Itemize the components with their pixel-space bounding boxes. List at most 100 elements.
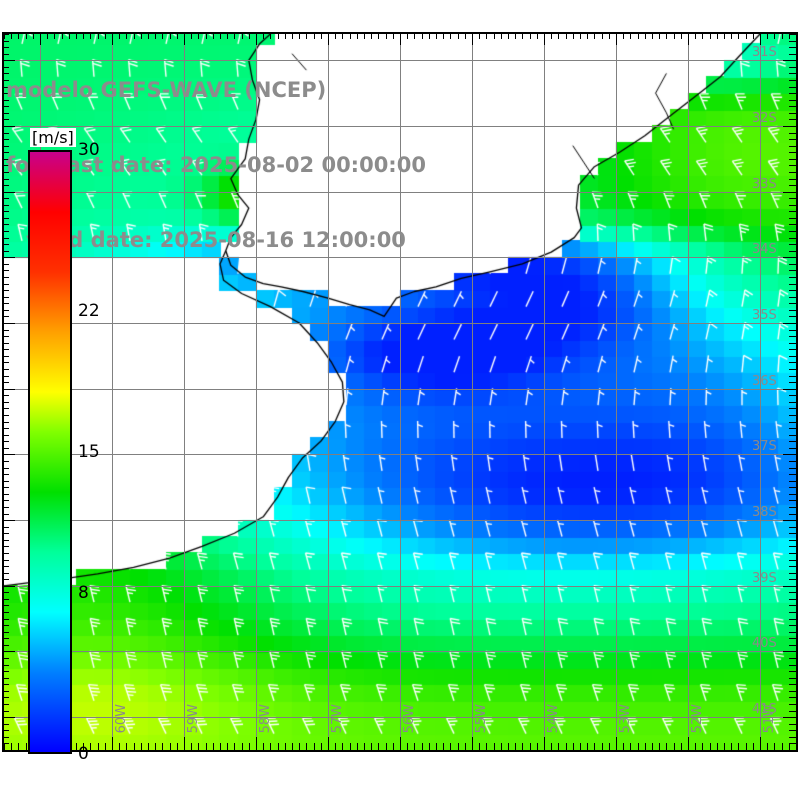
tick-bottom xyxy=(155,743,157,750)
title-valid-date: valid date: 2025-08-16 12:00:00 xyxy=(26,228,406,252)
tick-bottom xyxy=(205,743,207,750)
tick-bottom xyxy=(774,743,776,750)
tick-right xyxy=(789,710,796,712)
tick-top xyxy=(205,32,207,39)
tick-bottom xyxy=(284,743,286,750)
tick-top xyxy=(702,32,704,39)
tick-left xyxy=(2,533,9,535)
tick-top xyxy=(457,32,459,39)
tick-bottom xyxy=(25,743,27,750)
tick-right xyxy=(789,309,796,311)
tick-top xyxy=(630,32,632,39)
tick-top xyxy=(4,32,5,39)
tick-left xyxy=(2,454,15,456)
tick-top xyxy=(472,32,473,45)
tick-top xyxy=(54,32,56,39)
colorbar-tick-15: 15 xyxy=(78,442,100,462)
tick-left xyxy=(2,559,9,561)
tick-left xyxy=(2,191,15,193)
tick-top xyxy=(349,32,351,39)
tick-top xyxy=(162,32,164,39)
tick-right xyxy=(789,579,796,581)
tick-bottom xyxy=(392,743,394,750)
tick-right xyxy=(783,323,796,325)
tick-bottom xyxy=(464,743,466,750)
tick-right xyxy=(789,336,796,338)
tick-bottom xyxy=(140,743,142,750)
tick-right xyxy=(789,204,796,206)
tick-right xyxy=(789,66,796,68)
tick-bottom xyxy=(428,743,430,750)
tick-left xyxy=(2,283,9,285)
tick-right xyxy=(789,132,796,134)
tick-top xyxy=(212,32,214,39)
tick-right xyxy=(789,79,796,81)
tick-top xyxy=(299,32,301,39)
tick-right xyxy=(789,467,796,469)
tick-right xyxy=(789,296,796,298)
tick-top xyxy=(97,32,99,39)
tick-right xyxy=(789,395,796,397)
tick-top xyxy=(169,32,171,39)
lat-tick-37S: 37S xyxy=(752,439,777,455)
tick-bottom xyxy=(256,737,257,750)
tick-bottom xyxy=(637,743,639,750)
tick-bottom xyxy=(544,737,545,750)
tick-bottom xyxy=(162,743,164,750)
tick-bottom xyxy=(198,743,200,750)
tick-right xyxy=(789,638,796,640)
tick-bottom xyxy=(342,743,344,750)
tick-bottom xyxy=(752,743,754,750)
tick-top xyxy=(594,32,596,39)
tick-right xyxy=(789,631,796,633)
colorbar-tick-8: 8 xyxy=(78,582,89,603)
lon-tick-54W: 54W xyxy=(546,704,561,734)
tick-bottom xyxy=(83,743,85,750)
tick-left xyxy=(2,204,9,206)
tick-left xyxy=(2,99,9,101)
lon-tick-57W: 57W xyxy=(330,704,345,734)
tick-left xyxy=(2,605,9,607)
tick-top xyxy=(277,32,279,39)
tick-bottom xyxy=(659,743,661,750)
lon-tick-55W: 55W xyxy=(474,704,489,734)
tick-bottom xyxy=(500,743,502,750)
tick-left xyxy=(2,500,9,502)
tick-right xyxy=(789,73,796,75)
tick-bottom xyxy=(644,743,646,750)
lat-tick-39S: 39S xyxy=(752,570,777,586)
tick-top xyxy=(724,32,725,39)
tick-left xyxy=(2,690,9,692)
tick-left xyxy=(2,217,9,219)
tick-bottom xyxy=(493,743,495,750)
tick-left xyxy=(2,743,9,745)
tick-top xyxy=(731,32,733,39)
tick-top xyxy=(61,32,63,39)
tick-bottom xyxy=(716,743,718,750)
tick-left xyxy=(2,112,9,114)
tick-right xyxy=(783,125,796,127)
tick-bottom xyxy=(450,743,452,750)
tick-left xyxy=(2,323,15,325)
tick-right xyxy=(789,428,796,430)
tick-bottom xyxy=(551,743,553,750)
tick-right xyxy=(789,382,796,384)
tick-left xyxy=(2,178,9,180)
tick-left xyxy=(2,125,15,127)
tick-left xyxy=(2,263,9,265)
colorbar-tick-0: 0 xyxy=(78,744,89,764)
tick-right xyxy=(789,329,796,331)
tick-top xyxy=(68,32,70,39)
tick-right xyxy=(789,86,796,88)
tick-bottom xyxy=(796,743,797,750)
lon-tick-59W: 59W xyxy=(186,704,201,734)
tick-left xyxy=(2,349,9,351)
tick-right xyxy=(789,47,796,49)
tick-right xyxy=(789,217,796,219)
tick-left xyxy=(2,336,9,338)
tick-left xyxy=(2,526,9,528)
tick-right xyxy=(789,369,796,370)
tick-right xyxy=(789,414,796,416)
tick-left xyxy=(2,552,9,554)
tick-top xyxy=(680,32,682,39)
